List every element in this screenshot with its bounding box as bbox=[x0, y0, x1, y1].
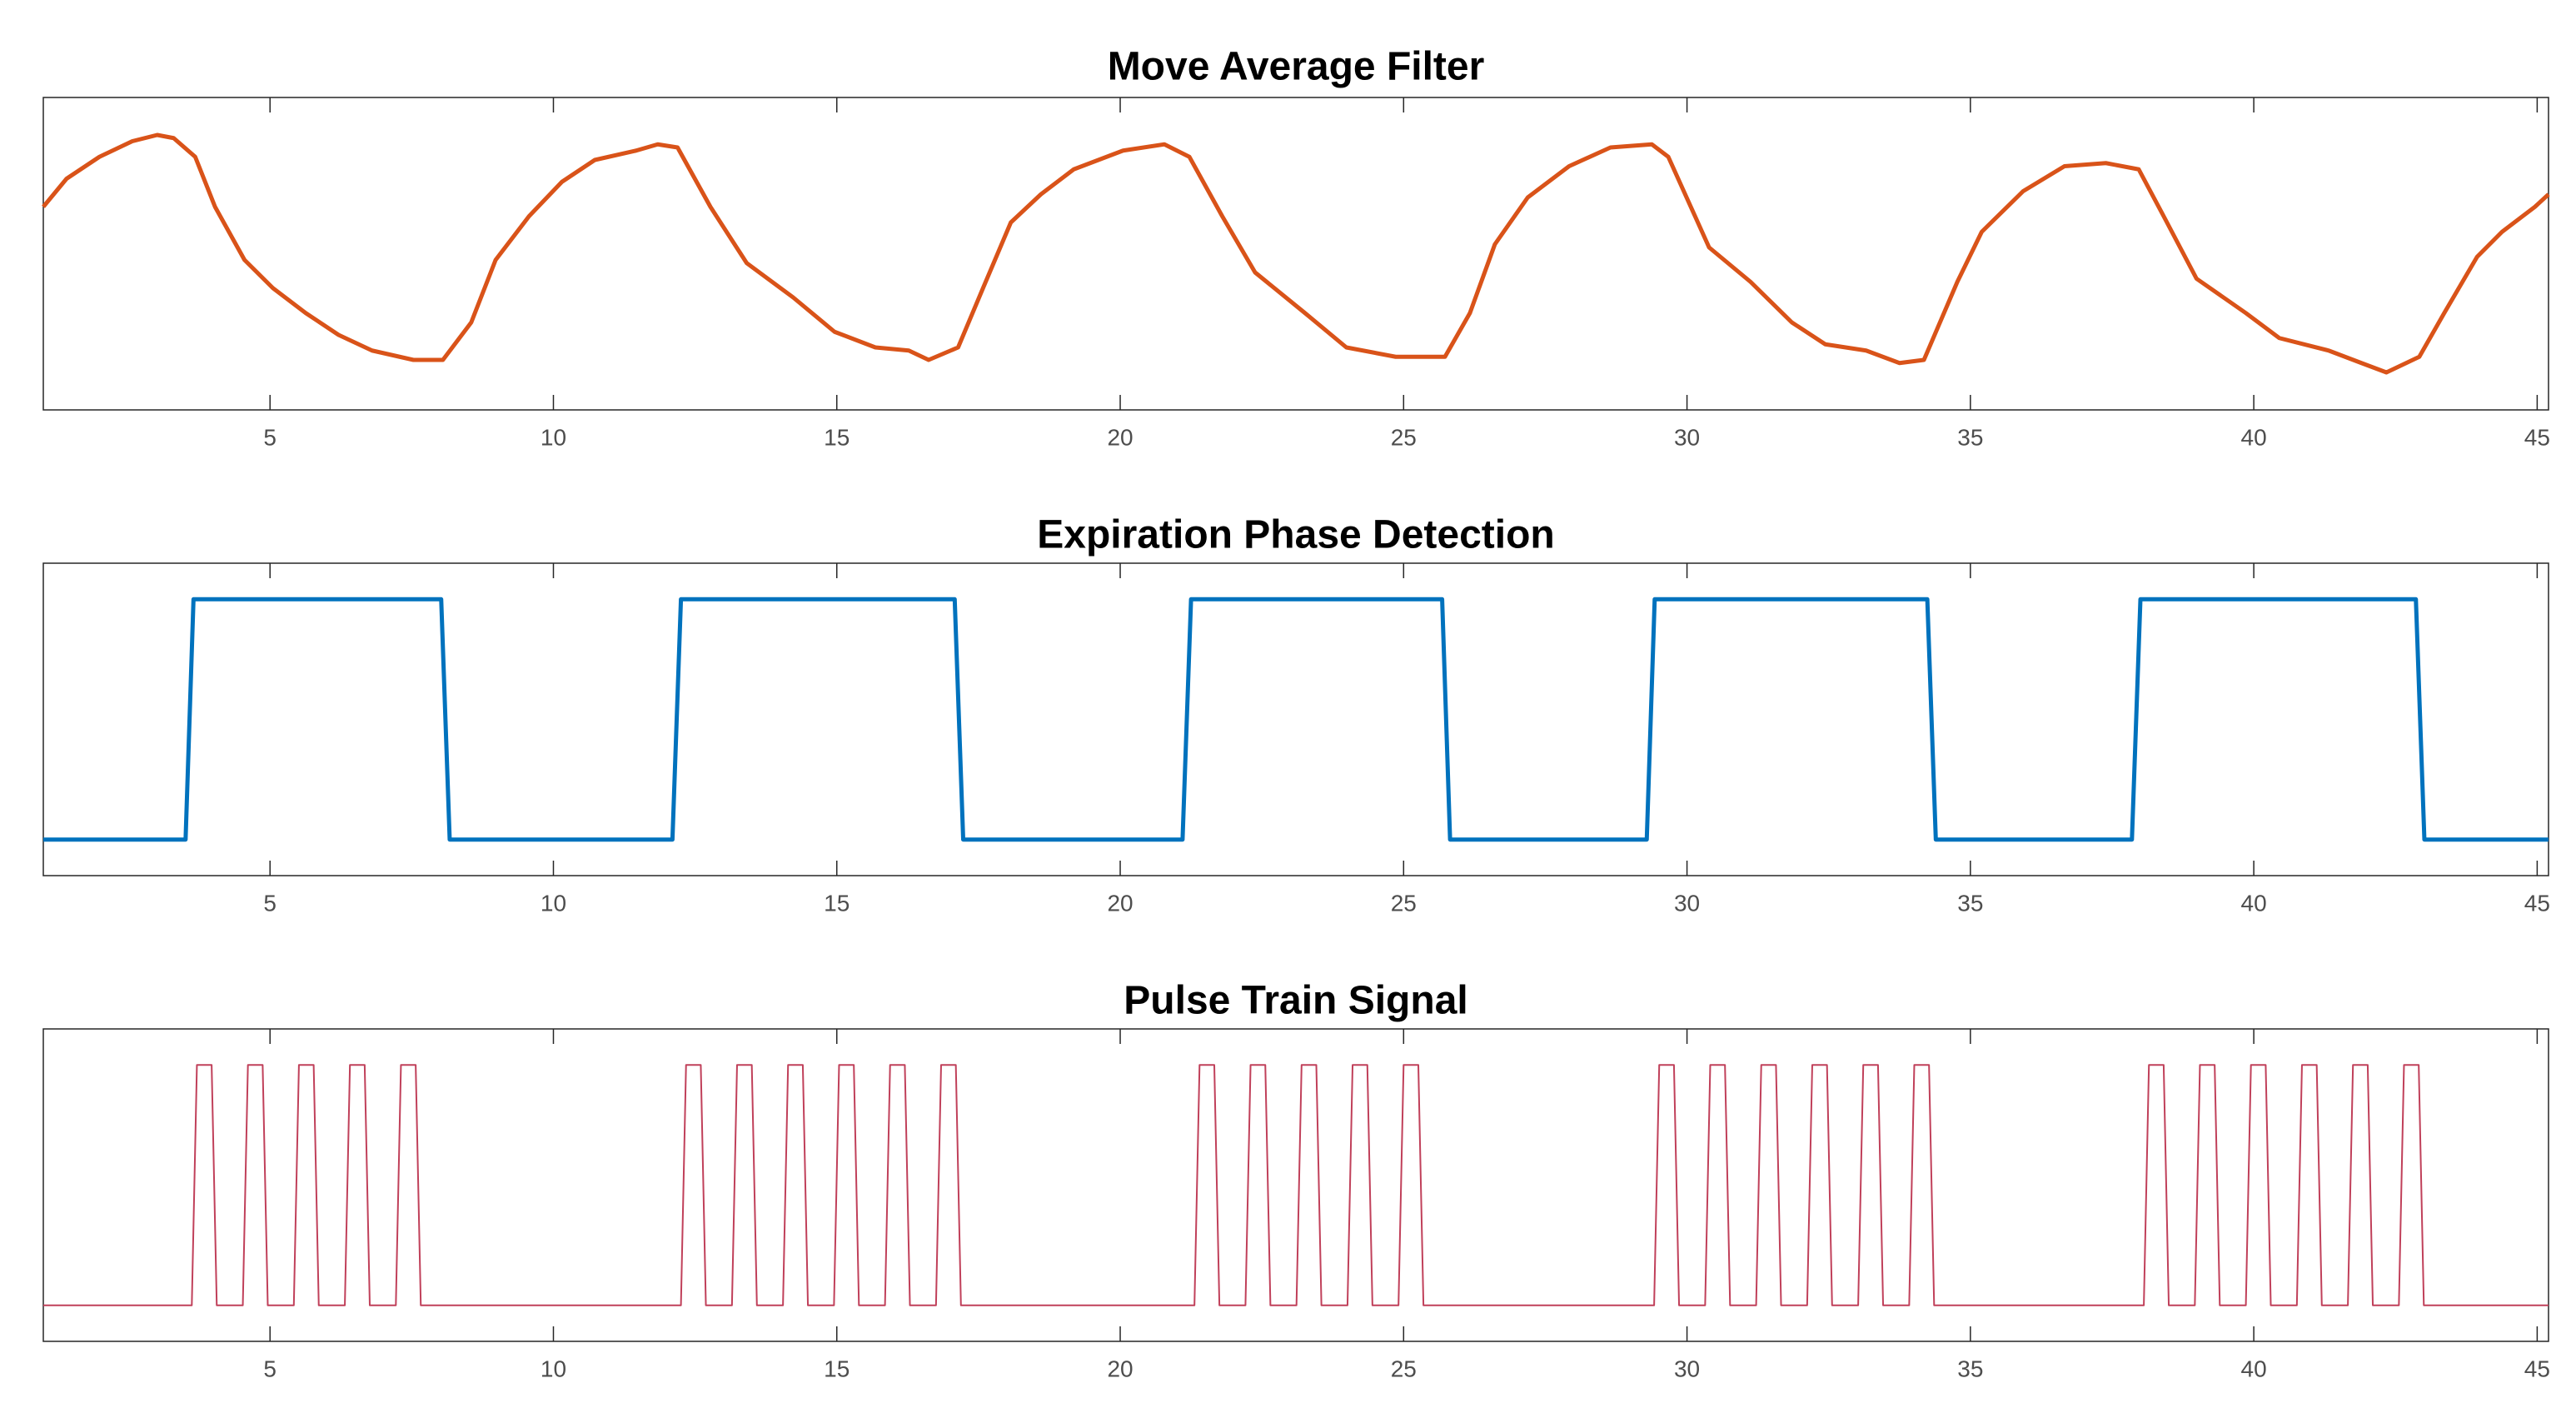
data-line bbox=[43, 597, 2549, 842]
axes-box bbox=[42, 562, 2549, 876]
x-tick-label: 45 bbox=[2524, 1356, 2550, 1381]
x-tick-label: 30 bbox=[1674, 890, 1700, 916]
x-tick-label: 30 bbox=[1674, 1356, 1700, 1381]
x-tick-label: 20 bbox=[1107, 890, 1133, 916]
axes-box bbox=[42, 1028, 2549, 1342]
x-tick-label: 45 bbox=[2524, 890, 2550, 916]
x-tick-label: 5 bbox=[263, 1356, 277, 1381]
x-tick-label: 15 bbox=[824, 890, 850, 916]
chart-title: Expiration Phase Detection bbox=[1037, 513, 1555, 557]
data-line bbox=[42, 132, 2550, 375]
x-tick-label: 35 bbox=[1957, 424, 1983, 450]
x-tick-label: 10 bbox=[541, 890, 566, 916]
x-tick-label: 25 bbox=[1391, 424, 1417, 450]
x-tick-label: 40 bbox=[2241, 424, 2267, 450]
chart-title: Move Average Filter bbox=[1108, 45, 1485, 89]
x-tick-label: 5 bbox=[263, 890, 277, 916]
x-tick-label: 25 bbox=[1391, 890, 1417, 916]
x-tick-label: 40 bbox=[2241, 890, 2267, 916]
data-line bbox=[43, 1064, 2549, 1306]
x-tick-label: 15 bbox=[824, 424, 850, 450]
x-tick-label: 25 bbox=[1391, 1356, 1417, 1381]
x-tick-label: 20 bbox=[1107, 1356, 1133, 1381]
x-tick-label: 45 bbox=[2524, 424, 2550, 450]
axes-box bbox=[42, 97, 2549, 411]
x-tick-label: 5 bbox=[263, 424, 277, 450]
x-tick-label: 10 bbox=[541, 424, 566, 450]
x-tick-label: 20 bbox=[1107, 424, 1133, 450]
x-tick-label: 30 bbox=[1674, 424, 1700, 450]
x-tick-label: 35 bbox=[1957, 890, 1983, 916]
x-tick-label: 35 bbox=[1957, 1356, 1983, 1381]
chart-title: Pulse Train Signal bbox=[1124, 979, 1467, 1023]
x-tick-label: 40 bbox=[2241, 1356, 2267, 1381]
x-tick-label: 15 bbox=[824, 1356, 850, 1381]
x-tick-label: 10 bbox=[541, 1356, 566, 1381]
